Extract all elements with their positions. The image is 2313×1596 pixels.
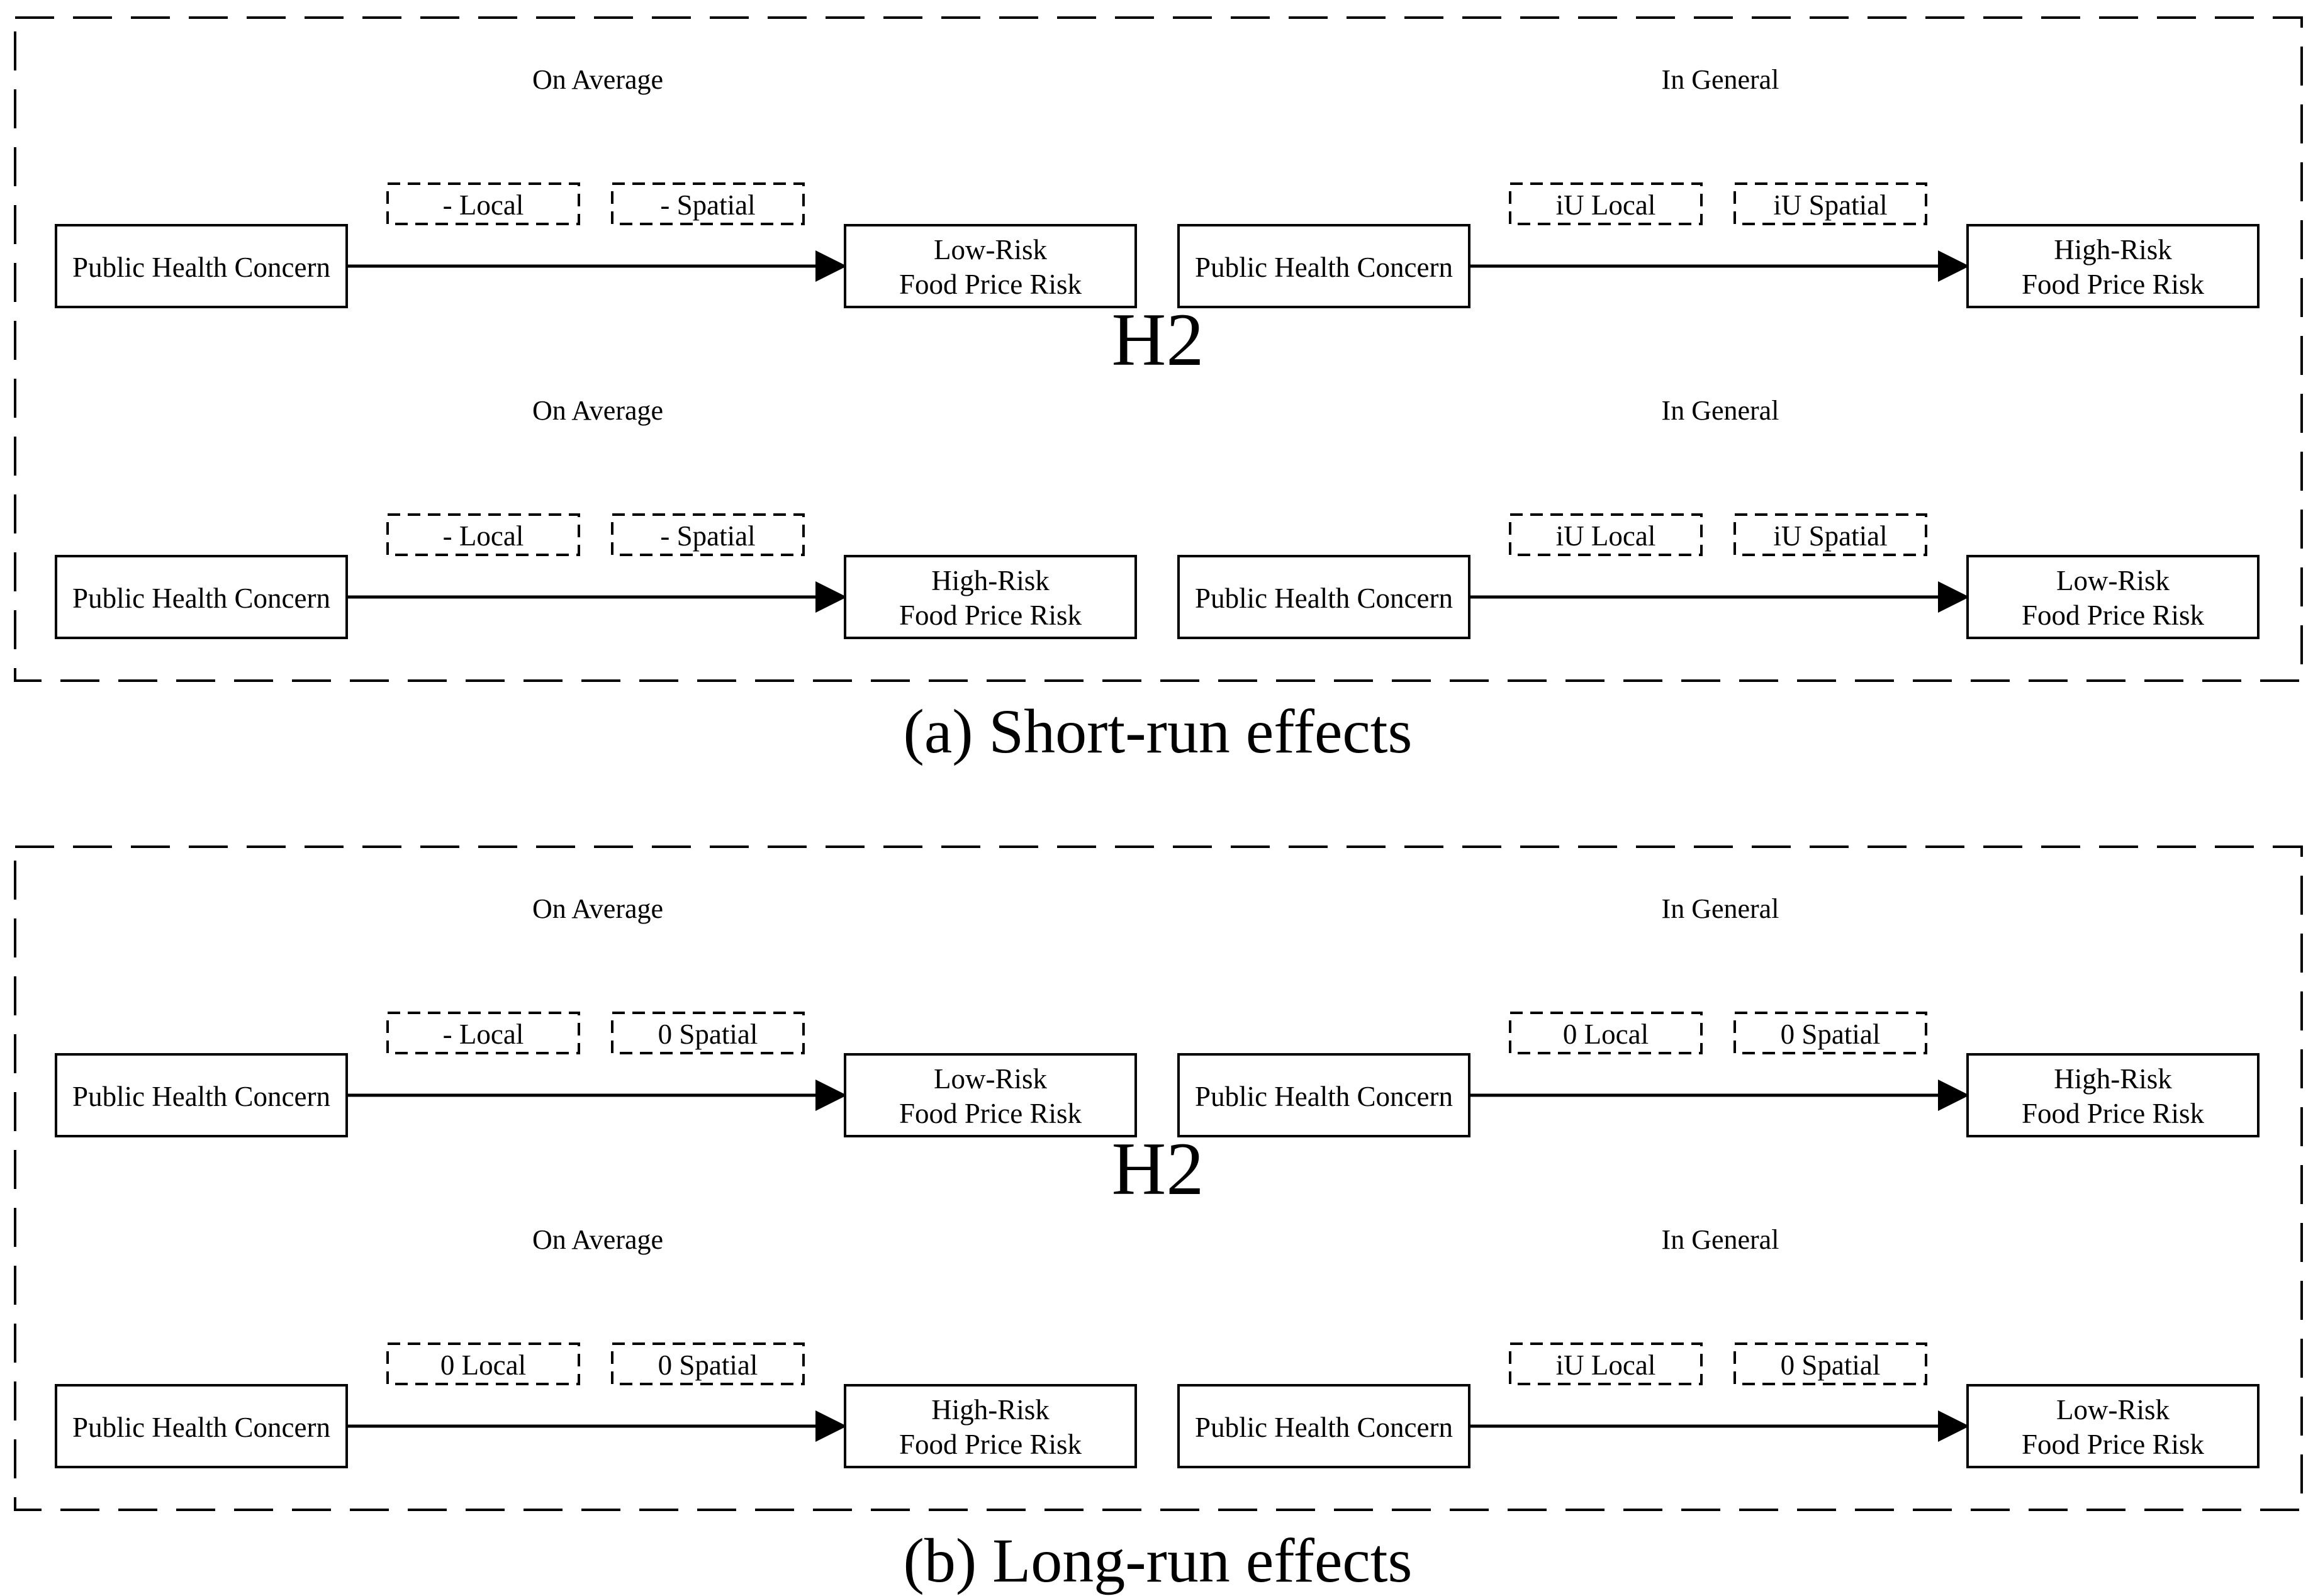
path-model-right: In General Public Health Concern iU Local 0… (1177, 1224, 2260, 1468)
local-effect-box (386, 1342, 580, 1385)
target-label: Food Price Risk (899, 269, 1082, 300)
path-model-left: On Average Public Health Concern - Local - … (55, 395, 1137, 639)
local-effect-label: 0 Local (1563, 1018, 1649, 1050)
path-model-left: On Average Public Health Concern - Local - … (55, 64, 1137, 308)
target-label: Food Price Risk (899, 1098, 1082, 1129)
spatial-effect-label: iU Spatial (1773, 189, 1887, 221)
path-heading: In General (1662, 893, 1779, 924)
spatial-effect-label: 0 Spatial (1781, 1018, 1881, 1050)
path-model-left: On Average Public Health Concern - Local 0 … (55, 893, 1137, 1137)
panel-frame (14, 845, 2303, 1511)
source-label: Public Health Concern (1195, 583, 1453, 614)
risk-level-label: High-Risk (931, 565, 1050, 596)
spatial-effect-box (1733, 1342, 1927, 1385)
local-effect-box (386, 513, 580, 556)
path-heading: In General (1662, 64, 1779, 95)
spatial-effect-box (1733, 1012, 1927, 1054)
local-effect-box (1509, 513, 1703, 556)
source-box (1177, 1384, 1470, 1468)
path-model-right: In General Public Health Concern iU Local i… (1177, 64, 2260, 308)
source-box (1177, 555, 1470, 639)
spatial-effect-box (1733, 513, 1927, 556)
target-box (1966, 224, 2260, 308)
source-box (1177, 1053, 1470, 1137)
risk-level-label: Low-Risk (934, 1063, 1048, 1095)
panel-frame (14, 16, 2303, 682)
target-box (844, 1384, 1137, 1468)
path-heading: On Average (532, 64, 663, 95)
target-box (1966, 1384, 2260, 1468)
target-box (844, 1053, 1137, 1137)
spatial-effect-box (611, 1342, 805, 1385)
spatial-effect-box (611, 182, 805, 225)
target-label: Food Price Risk (2022, 1098, 2205, 1129)
spatial-effect-label: iU Spatial (1773, 520, 1887, 552)
source-label: Public Health Concern (1195, 1412, 1453, 1443)
local-effect-box (1509, 1012, 1703, 1054)
local-effect-box (1509, 1342, 1703, 1385)
panel-long-run: H2 (b) Long-run effects On Average Public H… (14, 845, 2303, 1595)
spatial-effect-label: 0 Spatial (658, 1349, 758, 1381)
panel-short-run: H2 (a) Short-run effects On Average Public … (14, 16, 2303, 766)
target-label: Food Price Risk (899, 600, 1082, 631)
risk-level-label: Low-Risk (2056, 1394, 2170, 1426)
source-label: Public Health Concern (72, 252, 330, 283)
source-label: Public Health Concern (1195, 1081, 1453, 1112)
source-box (55, 224, 348, 308)
panel-caption: (a) Short-run effects (904, 696, 1413, 766)
risk-level-label: High-Risk (2054, 1063, 2172, 1095)
path-model-right: In General Public Health Concern iU Local i… (1177, 395, 2260, 639)
local-effect-label: - Local (443, 520, 524, 552)
hypothesis-label: H2 (1112, 1127, 1204, 1210)
source-label: Public Health Concern (72, 1081, 330, 1112)
target-box (844, 224, 1137, 308)
local-effect-label: - Local (443, 189, 524, 221)
spatial-effect-box (611, 1012, 805, 1054)
path-heading: On Average (532, 893, 663, 924)
source-box (55, 1053, 348, 1137)
panel-caption: (b) Long-run effects (904, 1526, 1413, 1595)
spatial-effect-label: 0 Spatial (1781, 1349, 1881, 1381)
spatial-effect-box (1733, 182, 1927, 225)
risk-level-label: Low-Risk (2056, 565, 2170, 596)
path-model-right: In General Public Health Concern 0 Local 0 … (1177, 893, 2260, 1137)
source-label: Public Health Concern (72, 1412, 330, 1443)
hypothesis-label: H2 (1112, 298, 1204, 381)
local-effect-box (386, 1012, 580, 1054)
spatial-effect-box (611, 513, 805, 556)
local-effect-label: iU Local (1556, 189, 1656, 221)
path-model-left: On Average Public Health Concern 0 Local 0 … (55, 1224, 1137, 1468)
target-box (844, 555, 1137, 639)
target-label: Food Price Risk (2022, 269, 2205, 300)
source-label: Public Health Concern (72, 583, 330, 614)
local-effect-label: 0 Local (440, 1349, 526, 1381)
path-heading: In General (1662, 1224, 1779, 1255)
spatial-effect-label: - Spatial (660, 520, 755, 552)
source-box (55, 555, 348, 639)
local-effect-label: - Local (443, 1018, 524, 1050)
target-label: Food Price Risk (2022, 600, 2205, 631)
spatial-effect-label: 0 Spatial (658, 1018, 758, 1050)
source-label: Public Health Concern (1195, 252, 1453, 283)
local-effect-label: iU Local (1556, 1349, 1656, 1381)
local-effect-box (1509, 182, 1703, 225)
path-heading: On Average (532, 1224, 663, 1255)
risk-level-label: High-Risk (2054, 234, 2172, 265)
risk-level-label: Low-Risk (934, 234, 1048, 265)
risk-level-label: High-Risk (931, 1394, 1050, 1426)
local-effect-box (386, 182, 580, 225)
target-label: Food Price Risk (899, 1429, 1082, 1460)
path-heading: In General (1662, 395, 1779, 426)
target-label: Food Price Risk (2022, 1429, 2205, 1460)
local-effect-label: iU Local (1556, 520, 1656, 552)
path-heading: On Average (532, 395, 663, 426)
target-box (1966, 1053, 2260, 1137)
target-box (1966, 555, 2260, 639)
spatial-effect-label: - Spatial (660, 189, 755, 221)
